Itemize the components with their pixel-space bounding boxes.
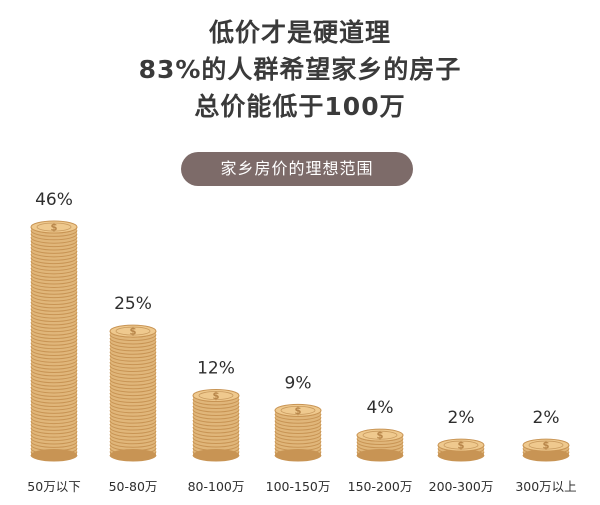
coin-dollar-icon: $ [295, 406, 302, 417]
coin-dollar-icon: $ [543, 441, 550, 452]
data-label-1: 46% [35, 190, 73, 210]
bar-2: $ [109, 324, 157, 462]
category-label-2: 50-80万 [109, 479, 158, 494]
headline-line-1: 低价才是硬道理 [208, 18, 391, 47]
category-label-3: 80-100万 [188, 479, 245, 494]
data-label-3: 12% [197, 359, 235, 379]
category-label-6: 200-300万 [429, 479, 494, 494]
bar-7: $ [522, 438, 570, 462]
data-label-5: 4% [367, 398, 394, 418]
coin-dollar-icon: $ [51, 223, 58, 234]
headline: 低价才是硬道理 83%的人群希望家乡的房子 总价能低于100万 [0, 14, 600, 125]
bar-5: $ [356, 428, 404, 462]
data-label-6: 2% [448, 408, 475, 428]
coin-dollar-icon: $ [213, 391, 220, 402]
data-label-7: 2% [533, 408, 560, 428]
headline-line-2: 83%的人群希望家乡的房子 [138, 55, 462, 84]
bar-3: $ [192, 389, 240, 462]
data-label-2: 25% [114, 294, 152, 314]
bar-6: $ [437, 438, 485, 462]
category-label-4: 100-150万 [266, 479, 331, 494]
headline-line-3: 总价能低于100万 [194, 92, 406, 121]
coin-dollar-icon: $ [377, 431, 384, 442]
category-label-7: 300万以上 [515, 479, 576, 494]
coin-dollar-icon: $ [458, 441, 465, 452]
coin-dollar-icon: $ [130, 327, 137, 338]
bar-4: $ [274, 403, 322, 462]
category-label-1: 50万以下 [27, 479, 80, 494]
chart-title-badge: 家乡房价的理想范围 [181, 152, 413, 186]
data-label-4: 9% [285, 373, 312, 393]
category-label-5: 150-200万 [348, 479, 413, 494]
bar-1: $ [30, 220, 78, 462]
